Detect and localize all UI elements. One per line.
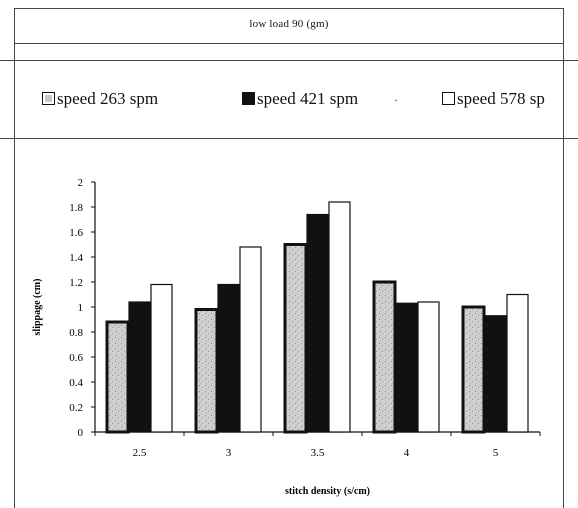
x-tick-label: 2.5 — [133, 447, 147, 459]
legend-swatch-series-2 — [242, 92, 255, 105]
legend-label-series-3: speed 578 sp — [457, 89, 545, 108]
legend-swatch-series-3 — [442, 92, 455, 105]
bar — [194, 308, 219, 434]
legend-item-series-3: speed 578 sp — [442, 89, 545, 109]
bar — [283, 243, 308, 434]
x-tick-label: 5 — [493, 447, 499, 459]
legend-swatch-series-1 — [42, 92, 55, 105]
legend-bottom-rule — [0, 138, 578, 139]
y-tick-label: 0.2 — [69, 402, 83, 414]
y-tick-label: 0.8 — [69, 327, 83, 339]
y-tick-label: 0.6 — [69, 352, 83, 364]
bar — [306, 213, 329, 433]
legend-stray-mark: · — [394, 93, 398, 107]
y-tick-label: 1.8 — [69, 202, 83, 214]
bar — [372, 280, 397, 434]
x-tick-label: 3 — [226, 447, 232, 459]
bar — [328, 201, 351, 433]
y-tick-label: 1.4 — [69, 252, 83, 264]
frame-left-border — [14, 8, 15, 508]
y-tick-label: 1 — [78, 302, 84, 314]
bar — [128, 301, 151, 433]
frame-right-border — [563, 8, 564, 508]
x-axis-title: stitch density (s/cm) — [285, 486, 370, 497]
chart-title: low load 90 (gm) — [249, 18, 329, 30]
legend-item-series-2: speed 421 spm — [242, 89, 358, 109]
x-tick-label: 3.5 — [311, 447, 325, 459]
legend-top-rule — [0, 60, 578, 61]
y-tick-label: 0 — [78, 427, 84, 439]
y-tick-label: 2 — [78, 177, 84, 189]
title-bottom-rule — [14, 43, 564, 44]
y-axis-title: slippage (cm) — [32, 279, 43, 336]
bar — [417, 301, 440, 433]
legend-item-series-1: speed 263 spm — [42, 89, 158, 109]
bar — [395, 302, 418, 433]
legend-label-series-2: speed 421 spm — [257, 89, 359, 108]
bar — [239, 246, 262, 433]
bar — [217, 283, 240, 433]
bar — [105, 320, 130, 434]
title-top-rule — [14, 8, 564, 9]
y-tick-label: 1.2 — [69, 277, 83, 289]
bar — [506, 293, 529, 433]
bar — [150, 283, 173, 433]
y-tick-label: 0.4 — [69, 377, 83, 389]
x-tick-label: 4 — [404, 447, 410, 459]
bar — [461, 305, 486, 434]
bar — [484, 315, 507, 433]
y-tick-label: 1.6 — [69, 227, 83, 239]
legend-label-series-1: speed 263 spm — [57, 89, 159, 108]
